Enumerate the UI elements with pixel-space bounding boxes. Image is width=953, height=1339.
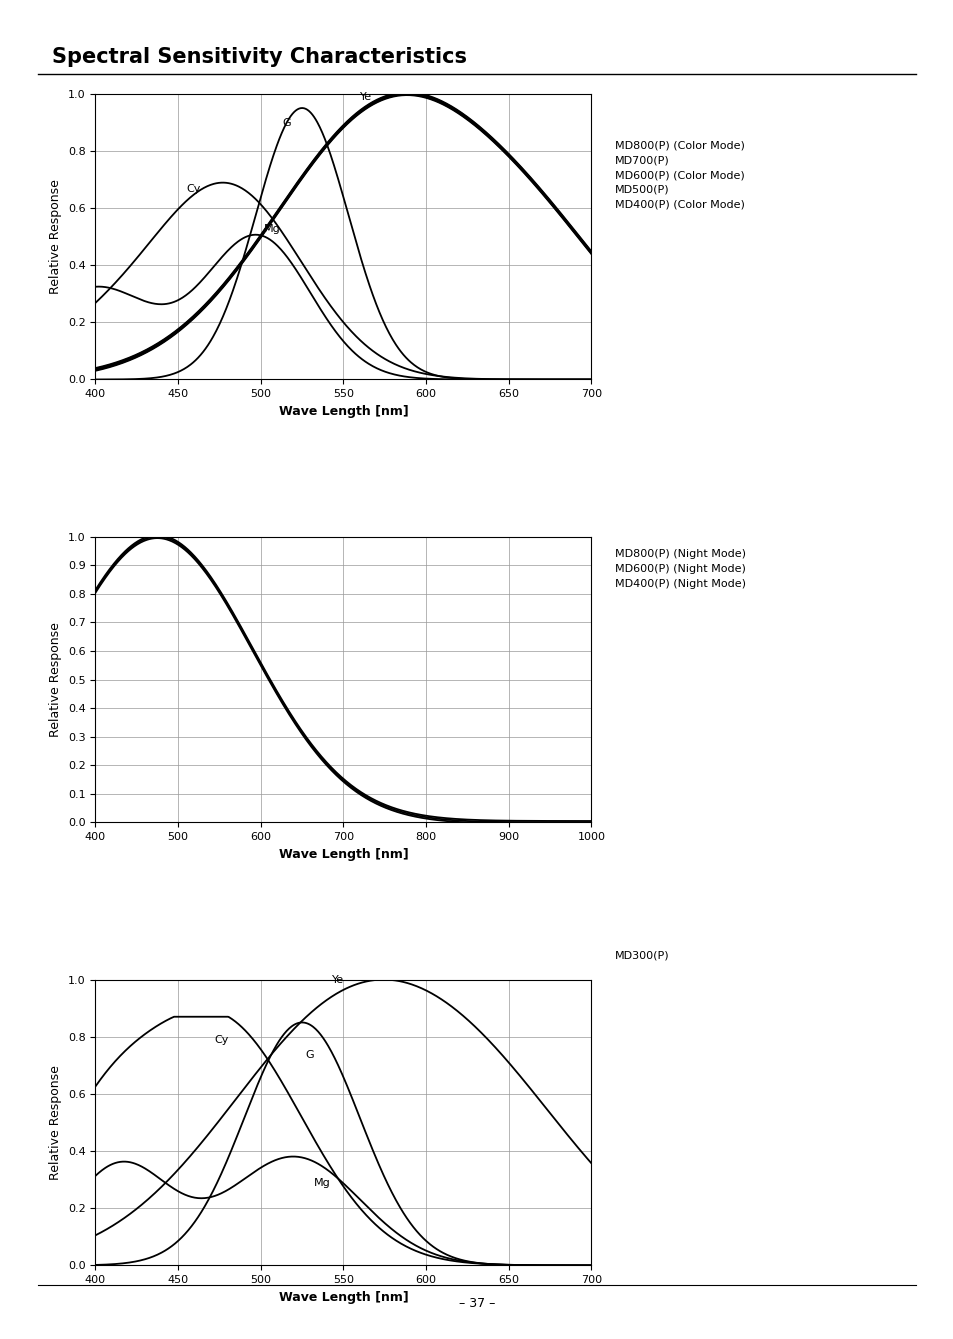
Text: G: G <box>282 118 291 129</box>
Text: Ye: Ye <box>332 975 344 986</box>
Text: – 37 –: – 37 – <box>458 1296 495 1310</box>
Y-axis label: Relative Response: Relative Response <box>50 1065 62 1180</box>
Text: Ye: Ye <box>359 92 372 102</box>
Text: Cy: Cy <box>214 1035 229 1046</box>
Text: Mg: Mg <box>314 1178 330 1188</box>
Text: MD800(P) (Color Mode)
MD700(P)
MD600(P) (Color Mode)
MD500(P)
MD400(P) (Color Mo: MD800(P) (Color Mode) MD700(P) MD600(P) … <box>615 141 744 210</box>
Text: G: G <box>305 1050 314 1059</box>
X-axis label: Wave Length [nm]: Wave Length [nm] <box>278 1291 408 1304</box>
Text: Mg: Mg <box>264 224 280 234</box>
X-axis label: Wave Length [nm]: Wave Length [nm] <box>278 848 408 861</box>
Text: Cy: Cy <box>186 183 200 194</box>
X-axis label: Wave Length [nm]: Wave Length [nm] <box>278 404 408 418</box>
Y-axis label: Relative Response: Relative Response <box>50 623 62 736</box>
Text: MD800(P) (Night Mode)
MD600(P) (Night Mode)
MD400(P) (Night Mode): MD800(P) (Night Mode) MD600(P) (Night Mo… <box>615 549 745 589</box>
Text: Spectral Sensitivity Characteristics: Spectral Sensitivity Characteristics <box>52 47 467 67</box>
Text: MD300(P): MD300(P) <box>615 951 669 960</box>
Y-axis label: Relative Response: Relative Response <box>50 179 62 295</box>
